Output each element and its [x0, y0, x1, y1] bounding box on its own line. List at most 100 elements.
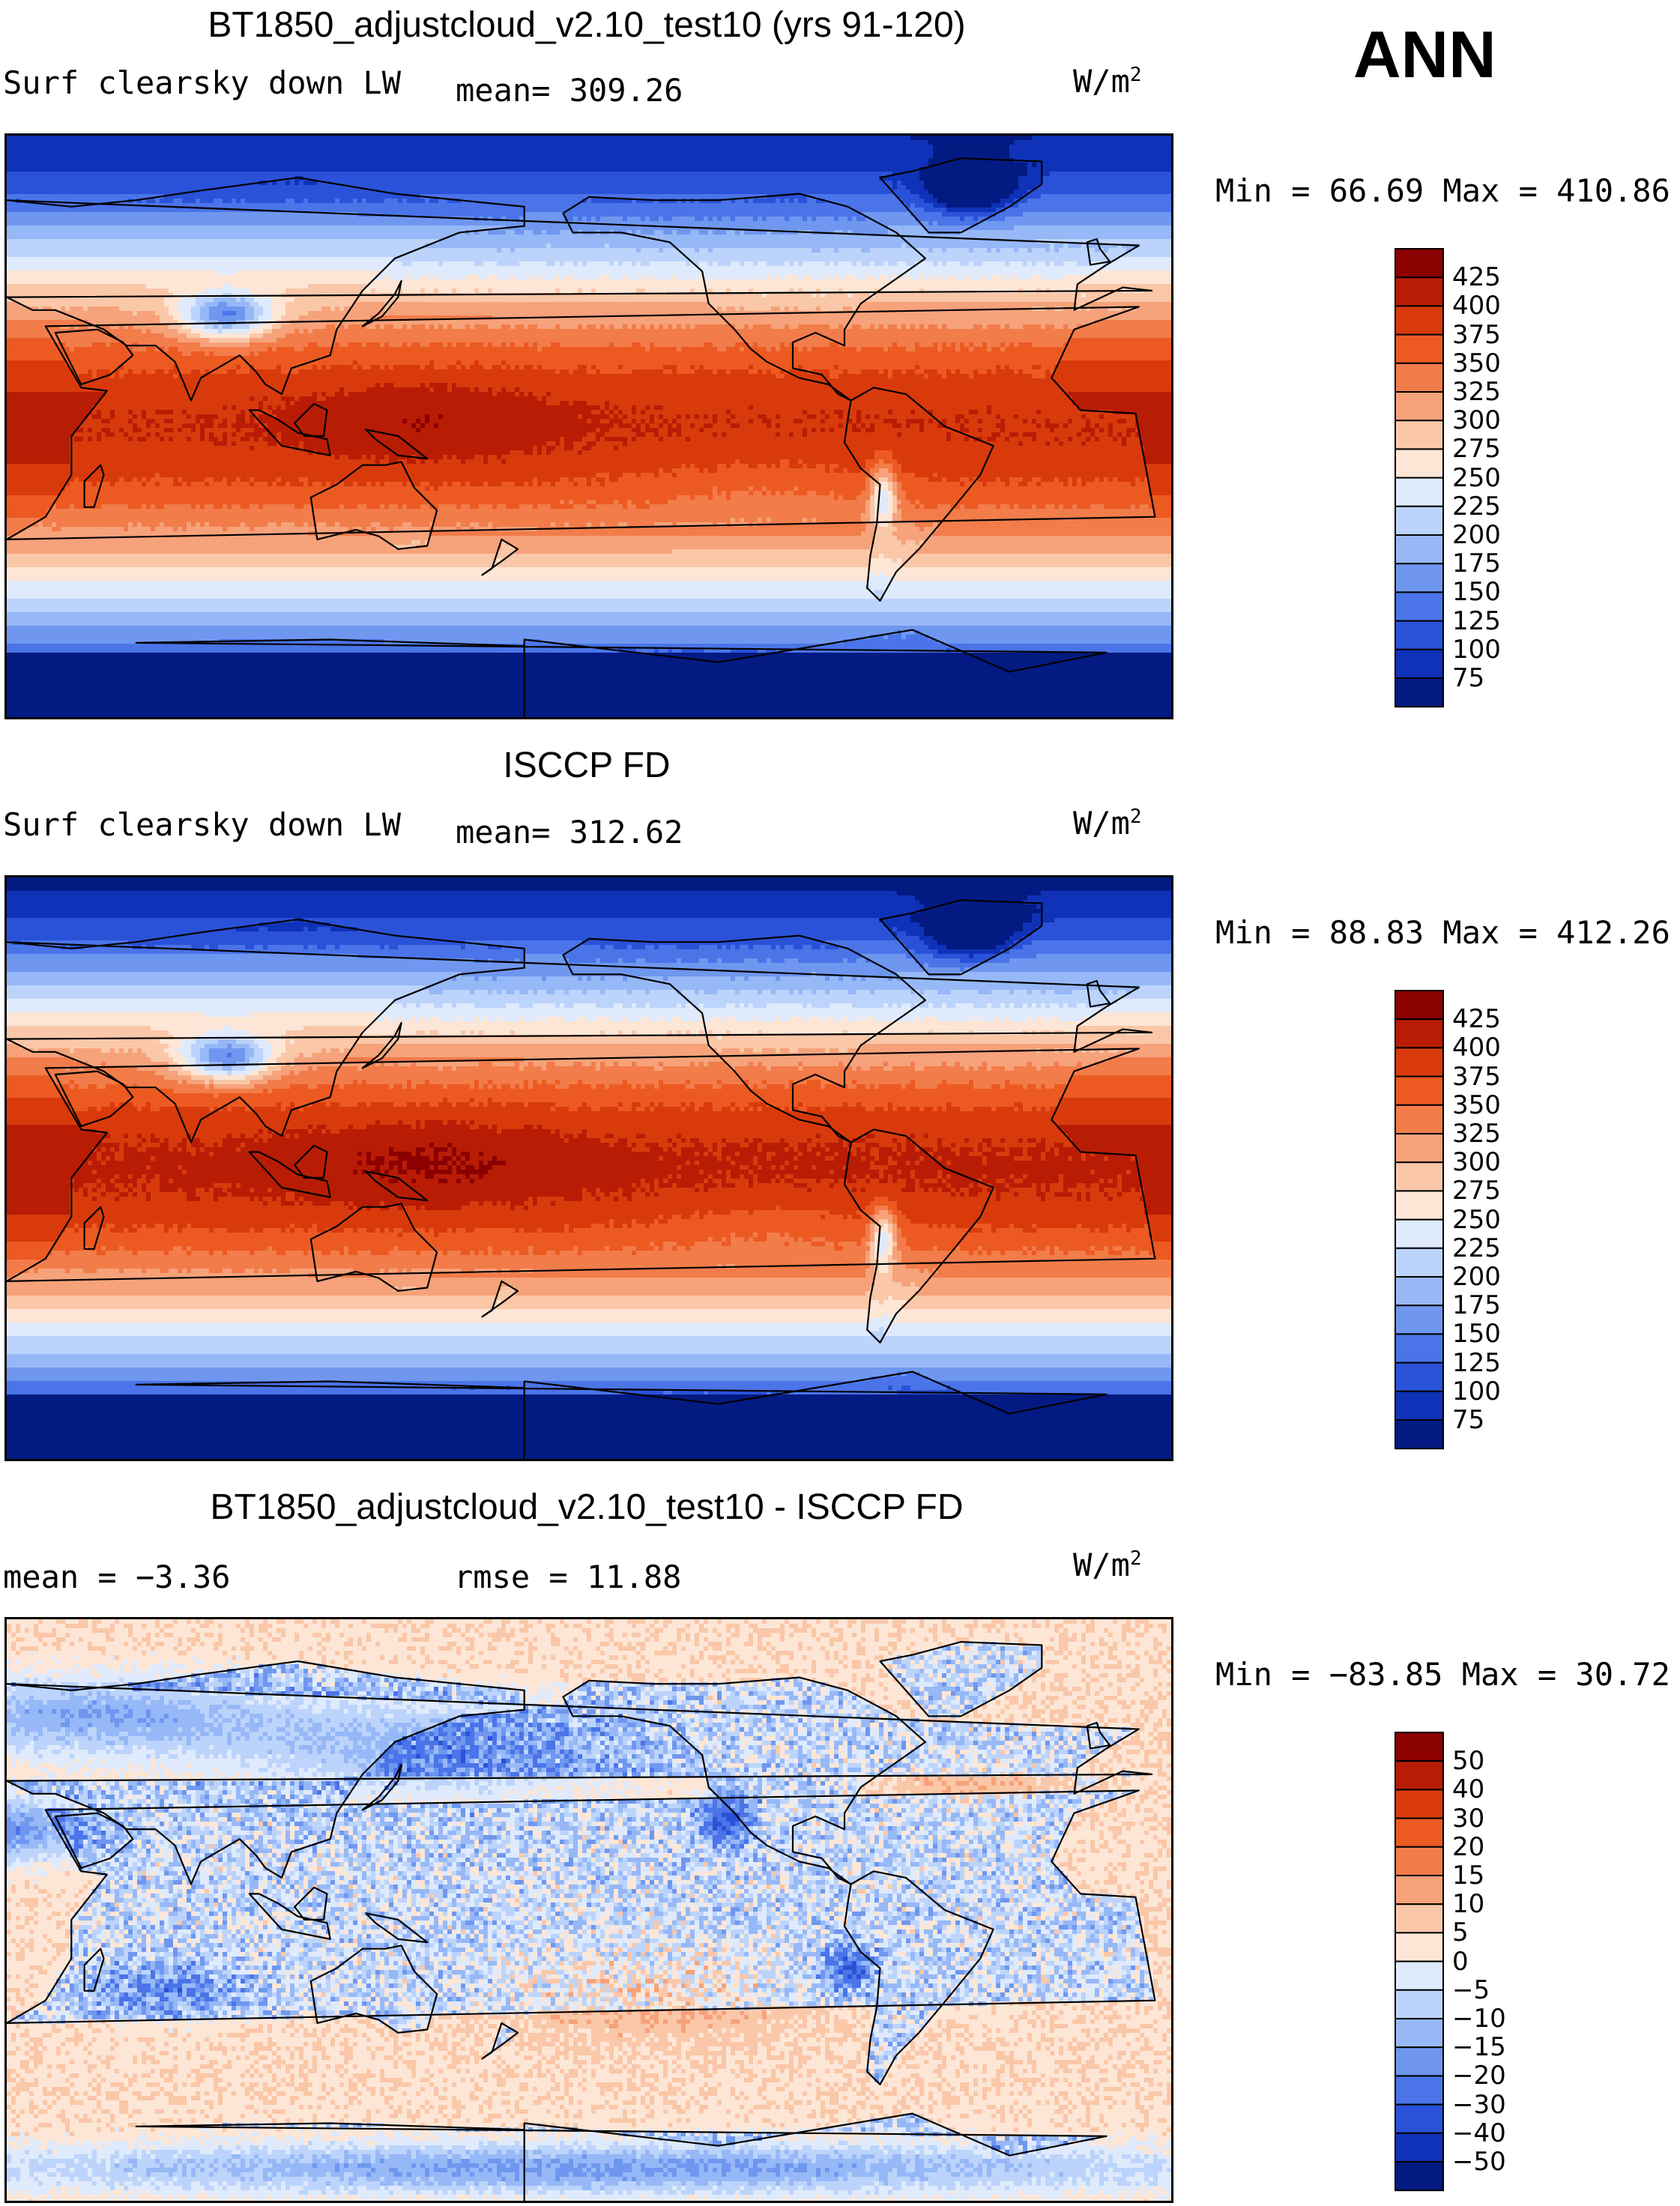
- map-cell: [268, 1089, 273, 1094]
- map-cell: [861, 428, 866, 433]
- map-cell: [731, 518, 736, 523]
- map-cell: [250, 1071, 259, 1076]
- map-cell: [362, 365, 372, 370]
- map-cell: [973, 369, 979, 375]
- map-cell: [897, 1179, 907, 1184]
- map-cell: [641, 324, 646, 330]
- map-cell: [115, 1102, 120, 1107]
- map-cell: [596, 958, 601, 964]
- map-cell: [456, 342, 466, 348]
- map-cell: [564, 217, 574, 222]
- map-cell: [973, 1147, 979, 1152]
- map-cell: [200, 423, 214, 429]
- map-cell: [115, 1156, 124, 1161]
- map-cell: [299, 181, 304, 186]
- map-cell: [182, 1188, 196, 1193]
- map-cell: [767, 414, 776, 420]
- map-cell: [969, 248, 974, 253]
- map-cell: [901, 1170, 911, 1175]
- map-cell: [1077, 1197, 1082, 1202]
- map-cell: [919, 527, 925, 532]
- map-cell: [865, 958, 871, 964]
- map-cell: [456, 976, 475, 982]
- map-cell: [137, 414, 142, 420]
- map-cell: [497, 455, 502, 460]
- map-cell: [488, 990, 493, 995]
- map-cell: [843, 468, 848, 474]
- map-cell: [52, 306, 61, 312]
- map-cell: [537, 275, 543, 280]
- map-cell: [623, 324, 628, 330]
- map-cell: [1018, 203, 1171, 208]
- map-cell: [1063, 423, 1069, 429]
- map-cell: [744, 1174, 754, 1179]
- map-cell: [1032, 374, 1046, 379]
- map-cell: [609, 410, 614, 415]
- map-cell: [425, 419, 430, 424]
- map-cell: [600, 369, 632, 375]
- map-cell: [636, 230, 641, 235]
- map-cell: [856, 1179, 866, 1184]
- map-cell: [97, 369, 111, 375]
- map-cell: [618, 1102, 623, 1107]
- map-cell: [870, 513, 875, 519]
- map-cell: [919, 167, 1028, 172]
- map-cell: [1009, 504, 1015, 510]
- map-cell: [241, 199, 246, 204]
- coastline: [365, 429, 429, 460]
- map-cell: [618, 1107, 632, 1112]
- map-cell: [1041, 922, 1171, 928]
- map-cell: [937, 1017, 970, 1022]
- map-cell: [942, 324, 947, 330]
- map-cell: [209, 1084, 214, 1090]
- map-cell: [847, 468, 862, 474]
- map-cell: [393, 1165, 399, 1170]
- map-cell: [623, 1017, 628, 1022]
- map-cell: [825, 1084, 848, 1090]
- map-cell: [636, 1134, 646, 1139]
- map-cell: [173, 1089, 264, 1094]
- map-cell: [582, 1197, 596, 1202]
- map-cell: [205, 1030, 250, 1036]
- map-cell: [366, 199, 385, 204]
- map-cell: [915, 1170, 938, 1175]
- map-cell: [268, 1080, 354, 1085]
- map-cell: [587, 441, 596, 447]
- map-cell: [915, 473, 934, 478]
- map-cell: [915, 949, 938, 955]
- map-cell: [384, 504, 390, 510]
- map-cell: [272, 302, 286, 307]
- map-cell: [7, 1084, 70, 1090]
- map-cell: [825, 428, 830, 433]
- map-cell: [551, 482, 556, 487]
- map-cell: [789, 1080, 794, 1085]
- map-cell: [632, 1197, 875, 1202]
- map-cell: [389, 459, 399, 465]
- map-cell: [659, 1179, 664, 1184]
- map-cell: [497, 1125, 525, 1130]
- map-cell: [879, 324, 884, 330]
- map-cell: [7, 891, 898, 896]
- map-cell: [1104, 1048, 1109, 1054]
- map-cell: [1099, 428, 1105, 433]
- map-cell: [402, 482, 408, 487]
- map-cell: [537, 527, 866, 532]
- map-cell: [474, 1003, 507, 1009]
- map-cell: [892, 1215, 898, 1220]
- map-cell: [209, 338, 250, 343]
- map-cell: [146, 1183, 160, 1188]
- map-cell: [169, 306, 178, 312]
- map-cell: [888, 275, 893, 280]
- map-cell: [1045, 1197, 1078, 1202]
- map-cell: [92, 1170, 97, 1175]
- map-cell: [128, 1174, 133, 1179]
- map-cell: [987, 1003, 992, 1009]
- map-cell: [191, 1071, 205, 1076]
- map-cell: [456, 365, 462, 370]
- map-cell: [241, 1143, 246, 1148]
- map-cell: [663, 1066, 731, 1072]
- map-cell: [1000, 199, 1015, 204]
- map-cell: [803, 217, 808, 222]
- map-cell: [272, 1089, 1171, 1094]
- map-cell: [717, 419, 727, 424]
